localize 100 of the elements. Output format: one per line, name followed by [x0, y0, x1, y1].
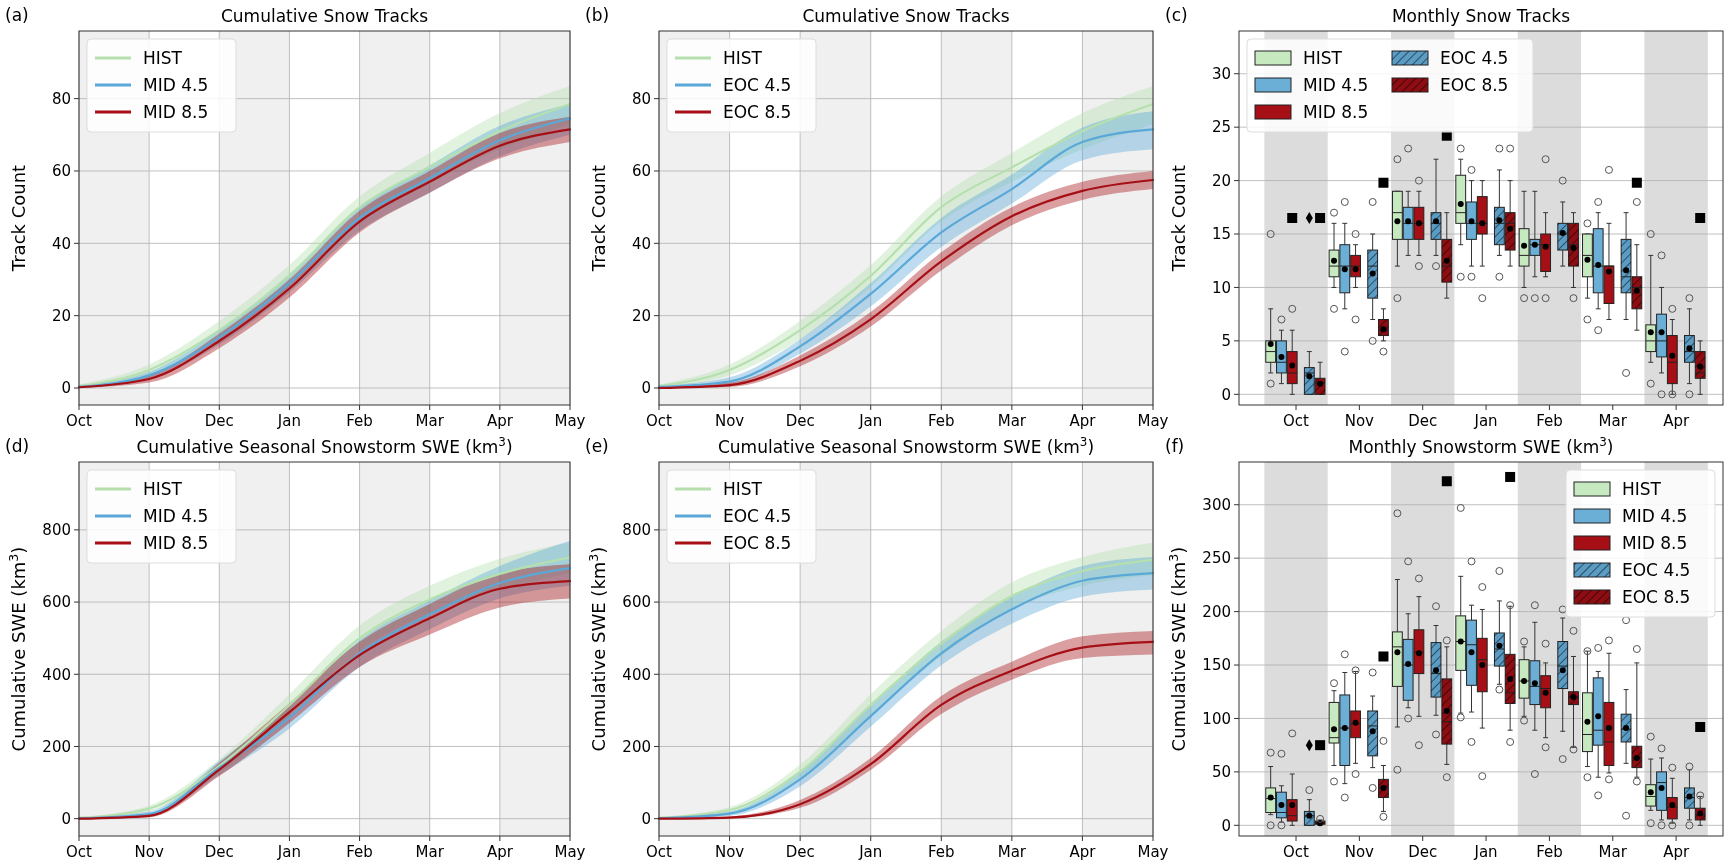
y-tick-label: 80: [51, 89, 71, 108]
legend-label: MID 8.5: [1622, 532, 1688, 553]
y-tick-label: 30: [1211, 64, 1231, 83]
x-tick-label: Dec: [785, 843, 815, 861]
y-tick-label: 600: [42, 593, 71, 612]
x-tick-label: Dec: [204, 412, 234, 430]
x-tick-label: Dec: [204, 843, 234, 861]
y-tick-label: 50: [1211, 763, 1231, 782]
x-tick-label: Nov: [134, 412, 164, 430]
x-tick-label: Feb: [928, 843, 955, 861]
x-tick-label: Oct: [1283, 843, 1310, 861]
y-tick-label: 200: [1202, 602, 1231, 621]
x-tick-label: Nov: [714, 412, 745, 430]
x-tick-label: Jan: [858, 412, 883, 430]
y-tick-label: 100: [1202, 709, 1231, 728]
y-tick-label: 5: [1221, 332, 1231, 351]
legend-label: HIST: [143, 47, 183, 68]
chart-title: Cumulative Snow Tracks: [802, 6, 1010, 26]
y-tick-label: 10: [1211, 278, 1231, 297]
legend-label: EOC 8.5: [723, 101, 792, 122]
y-tick-label: 400: [42, 665, 71, 684]
x-tick-label: Feb: [928, 412, 955, 430]
legend-label: HIST: [143, 478, 183, 499]
legend-label: EOC 4.5: [723, 74, 792, 95]
x-tick-label: Oct: [66, 412, 93, 430]
x-tick-label: Apr: [1663, 843, 1690, 861]
legend-label: EOC 8.5: [1622, 586, 1691, 607]
text: (e): [585, 436, 609, 456]
legend-label: HIST: [723, 478, 763, 499]
y-tick-label: 40: [631, 234, 651, 253]
legend-label: MID 4.5: [1622, 505, 1688, 526]
x-tick-label: Jan: [276, 412, 301, 430]
y-axis-title: Track Count: [1168, 164, 1189, 273]
x-tick-label: Feb: [1536, 843, 1563, 861]
x-tick-label: Nov: [1344, 412, 1375, 430]
x-tick-label: Nov: [714, 843, 745, 861]
text: (d): [5, 436, 30, 456]
y-tick-label: 400: [622, 665, 651, 684]
legend-label: HIST: [1303, 47, 1343, 68]
x-tick-label: Dec: [1408, 843, 1438, 861]
y-tick-label: 40: [51, 234, 71, 253]
y-tick-label: 25: [1211, 118, 1231, 137]
x-tick-label: Jan: [1473, 843, 1498, 861]
y-tick-label: 0: [641, 809, 651, 828]
legend-label: MID 4.5: [143, 505, 209, 526]
legend-label: EOC 4.5: [1440, 47, 1509, 68]
y-tick-label: 15: [1211, 225, 1231, 244]
x-tick-label: Apr: [1069, 843, 1097, 861]
text: (c): [1165, 5, 1188, 25]
text: (a): [5, 5, 29, 25]
legend-label: MID 8.5: [1303, 101, 1369, 122]
x-tick-label: Apr: [1663, 412, 1690, 430]
y-tick-label: 60: [631, 162, 651, 181]
chart-title: Cumulative Seasonal Snowstorm SWE (km$^{3}$): [136, 435, 513, 457]
legend-label: EOC 8.5: [1440, 74, 1509, 95]
x-tick-label: Mar: [1598, 843, 1628, 861]
x-tick-label: Feb: [1536, 412, 1563, 430]
legend-label: MID 4.5: [143, 74, 209, 95]
x-tick-label: Dec: [1408, 412, 1438, 430]
y-tick-label: 0: [1221, 816, 1231, 835]
x-tick-label: May: [554, 412, 586, 430]
x-tick-label: Feb: [346, 843, 373, 861]
x-tick-label: Mar: [415, 843, 445, 861]
y-tick-label: 0: [61, 809, 71, 828]
x-tick-label: Jan: [276, 843, 301, 861]
y-tick-label: 0: [1221, 385, 1231, 404]
legend-label: EOC 4.5: [723, 505, 792, 526]
x-tick-label: Oct: [646, 843, 673, 861]
x-tick-label: Apr: [486, 843, 514, 861]
x-tick-label: Dec: [785, 412, 815, 430]
y-tick-label: 0: [61, 379, 71, 398]
x-tick-label: Oct: [646, 412, 673, 430]
y-axis-title: Track Count: [588, 164, 609, 273]
legend-label: HIST: [1622, 478, 1662, 499]
chart-title: Monthly Snow Tracks: [1391, 6, 1571, 26]
legend-label: MID 8.5: [143, 101, 209, 122]
legend-label: MID 4.5: [1303, 74, 1369, 95]
y-tick-label: 20: [631, 306, 651, 325]
y-tick-label: 20: [1211, 171, 1231, 190]
x-tick-label: Oct: [1283, 412, 1310, 430]
chart-title: Cumulative Snow Tracks: [220, 6, 429, 26]
x-tick-label: Jan: [858, 843, 883, 861]
y-tick-label: 200: [622, 737, 651, 756]
y-tick-label: 20: [51, 306, 71, 325]
x-tick-label: Apr: [1069, 412, 1097, 430]
x-tick-label: Mar: [1598, 412, 1628, 430]
y-tick-label: 600: [622, 593, 651, 612]
y-tick-label: 200: [42, 737, 71, 756]
y-tick-label: 150: [1202, 656, 1231, 675]
x-tick-label: Nov: [134, 843, 164, 861]
y-tick-label: 0: [641, 379, 651, 398]
chart-title: Cumulative Seasonal Snowstorm SWE (km$^{3}$): [717, 435, 1095, 457]
y-axis-title: Track Count: [8, 164, 29, 273]
y-tick-label: 80: [631, 89, 651, 108]
text: (f): [1165, 436, 1185, 456]
x-tick-label: May: [554, 843, 586, 861]
x-tick-label: May: [1137, 843, 1169, 861]
x-tick-label: Jan: [1473, 412, 1498, 430]
x-tick-label: Mar: [997, 412, 1027, 430]
x-tick-label: Mar: [997, 843, 1027, 861]
